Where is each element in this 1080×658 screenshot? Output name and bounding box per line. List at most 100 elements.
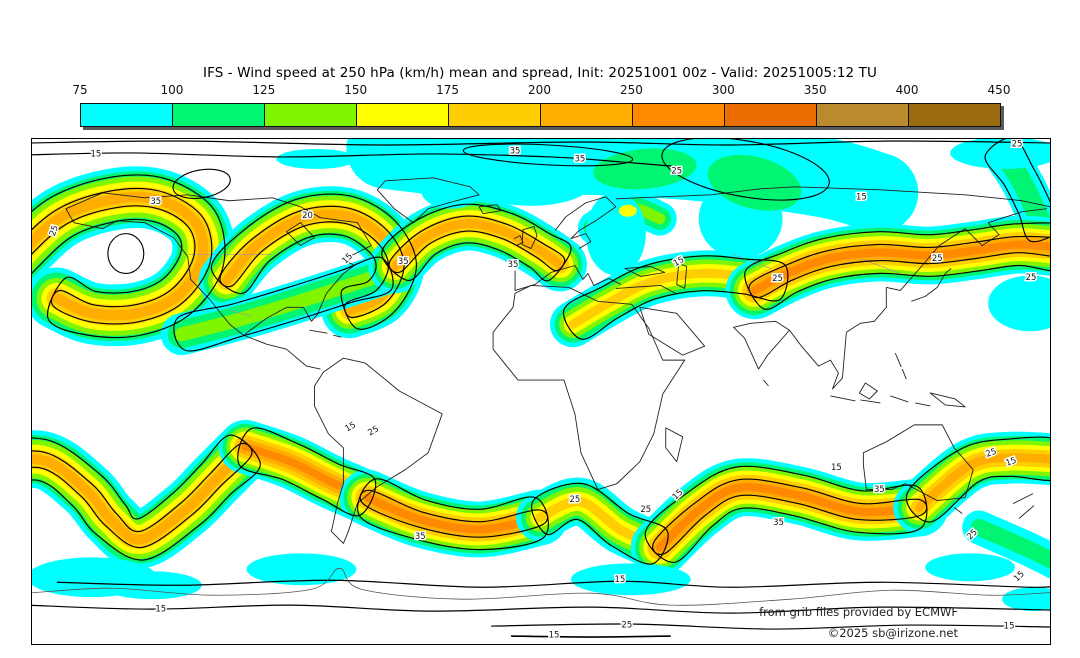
contour-label: 25 xyxy=(1026,272,1037,282)
colorbar-segment xyxy=(173,104,265,126)
spread-contour xyxy=(32,187,213,325)
coastline xyxy=(676,263,688,289)
fill-patch xyxy=(246,553,357,586)
contour-label: 25 xyxy=(640,504,651,514)
coastline xyxy=(513,226,538,250)
coastline xyxy=(243,334,321,370)
coastline xyxy=(911,268,952,302)
spread-contour xyxy=(905,436,1050,523)
coastline xyxy=(665,427,684,463)
spread-contour-loop xyxy=(661,139,830,201)
jet-band-atlantic-tail-band xyxy=(174,266,394,342)
contour-label: 35 xyxy=(150,196,161,206)
coastline xyxy=(65,192,372,336)
contour-label: 25 xyxy=(621,620,632,630)
colorbar-segment xyxy=(541,104,633,126)
fill-patch xyxy=(585,191,646,276)
fill-patch xyxy=(421,172,482,209)
spread-contour-loop xyxy=(462,143,634,167)
credit-source: from grib files provided by ECMWF xyxy=(759,605,958,619)
coastline xyxy=(639,306,706,356)
colorbar-tick-labels: 75 100 125 150 175 200 250 300 350 400 450 xyxy=(72,83,1010,99)
contour-label: 20 xyxy=(302,210,313,220)
fill-patch xyxy=(570,563,691,596)
colorbar-tick: 400 xyxy=(895,83,919,97)
contour-label: 35 xyxy=(874,484,885,494)
spread-contour xyxy=(744,222,1050,310)
coastline xyxy=(862,424,1035,519)
coastline xyxy=(733,320,790,387)
coastlines-group xyxy=(65,177,1050,544)
spread-contour xyxy=(381,203,572,282)
spread-contour xyxy=(644,465,928,563)
contour-label: 15 xyxy=(856,191,867,201)
coastline xyxy=(615,284,676,294)
colorbar-tick: 300 xyxy=(711,83,735,97)
coastline xyxy=(554,196,617,249)
colorbar-segment xyxy=(449,104,541,126)
colorbar-tick: 250 xyxy=(619,83,643,97)
colorbar-tick: 350 xyxy=(803,83,827,97)
jet-band-south-west-hook xyxy=(32,444,251,545)
contour-label: 25 xyxy=(671,165,682,175)
coastline xyxy=(830,352,966,408)
coastline xyxy=(478,204,502,215)
contour-label: 35 xyxy=(773,517,784,527)
fill-patch xyxy=(618,204,637,217)
spread-contour xyxy=(237,427,377,517)
contour-label: 15 xyxy=(614,574,625,584)
colorbar-segment xyxy=(357,104,449,126)
fill-patch xyxy=(925,553,1016,582)
spread-contour xyxy=(219,205,405,319)
jet-band-tasman-jet xyxy=(914,453,1050,512)
contour-label: 15 xyxy=(1004,621,1015,631)
wind-speed-map: 15 25 35 35 25 35 25 20 15 35 35 15 15 25 25 25 15 25 35 25… xyxy=(32,139,1050,644)
jet-band-asia-jet xyxy=(750,240,1050,295)
fill-patch xyxy=(276,148,357,169)
colorbar-tick: 175 xyxy=(436,83,460,97)
coastline xyxy=(615,186,1050,208)
colorbar-tick: 150 xyxy=(344,83,368,97)
spread-contour xyxy=(32,174,226,339)
spread-contour-line xyxy=(32,140,1050,146)
coastline xyxy=(286,222,315,247)
contour-label: 15 xyxy=(155,604,166,614)
spread-contour-line xyxy=(491,623,1050,630)
spread-contour xyxy=(173,256,394,352)
spread-contour xyxy=(388,215,566,274)
contour-label: 25 xyxy=(1012,139,1023,148)
contour-label: 15 xyxy=(549,630,560,640)
jet-band-south-east-edge-band xyxy=(970,518,1050,570)
jet-band-south-atlantic-streak xyxy=(363,493,544,534)
spread-contour xyxy=(984,139,1050,243)
spread-contour xyxy=(210,193,418,330)
contour-label: 35 xyxy=(415,531,426,541)
colorbar-tick: 200 xyxy=(528,83,551,97)
credit-copyright: ©2025 sb@irizone.net xyxy=(827,626,958,640)
country-border xyxy=(229,309,252,317)
spread-contour-line xyxy=(32,604,1050,614)
contour-label: 35 xyxy=(398,256,409,266)
colorbar-segment xyxy=(81,104,173,126)
spread-contour-loop xyxy=(172,168,231,199)
colorbar-segment xyxy=(725,104,817,126)
jet-band-indian-ocean-jet xyxy=(655,483,924,552)
fill-patch xyxy=(593,148,697,190)
fill-patch xyxy=(707,154,802,211)
colorbar-segment xyxy=(909,104,1000,126)
contour-label: 25 xyxy=(932,253,943,263)
colorbar-segment xyxy=(265,104,357,126)
coastline xyxy=(492,284,686,491)
spread-contour-loop xyxy=(107,233,145,275)
spread-contour-line xyxy=(32,152,681,168)
colorbar-tick: 75 xyxy=(72,83,88,97)
contour-label: 25 xyxy=(570,494,581,504)
contour-label: 15 xyxy=(90,148,101,158)
spread-contours-group xyxy=(32,139,1050,638)
colorbar xyxy=(80,103,1001,127)
map-layers: 15 25 35 35 25 35 25 20 15 35 35 15 15 25 25 25 15 25 35 25… xyxy=(32,139,1050,644)
spread-contour-line xyxy=(56,579,1050,588)
spread-contour xyxy=(531,482,669,565)
colorbar-segment xyxy=(633,104,725,126)
